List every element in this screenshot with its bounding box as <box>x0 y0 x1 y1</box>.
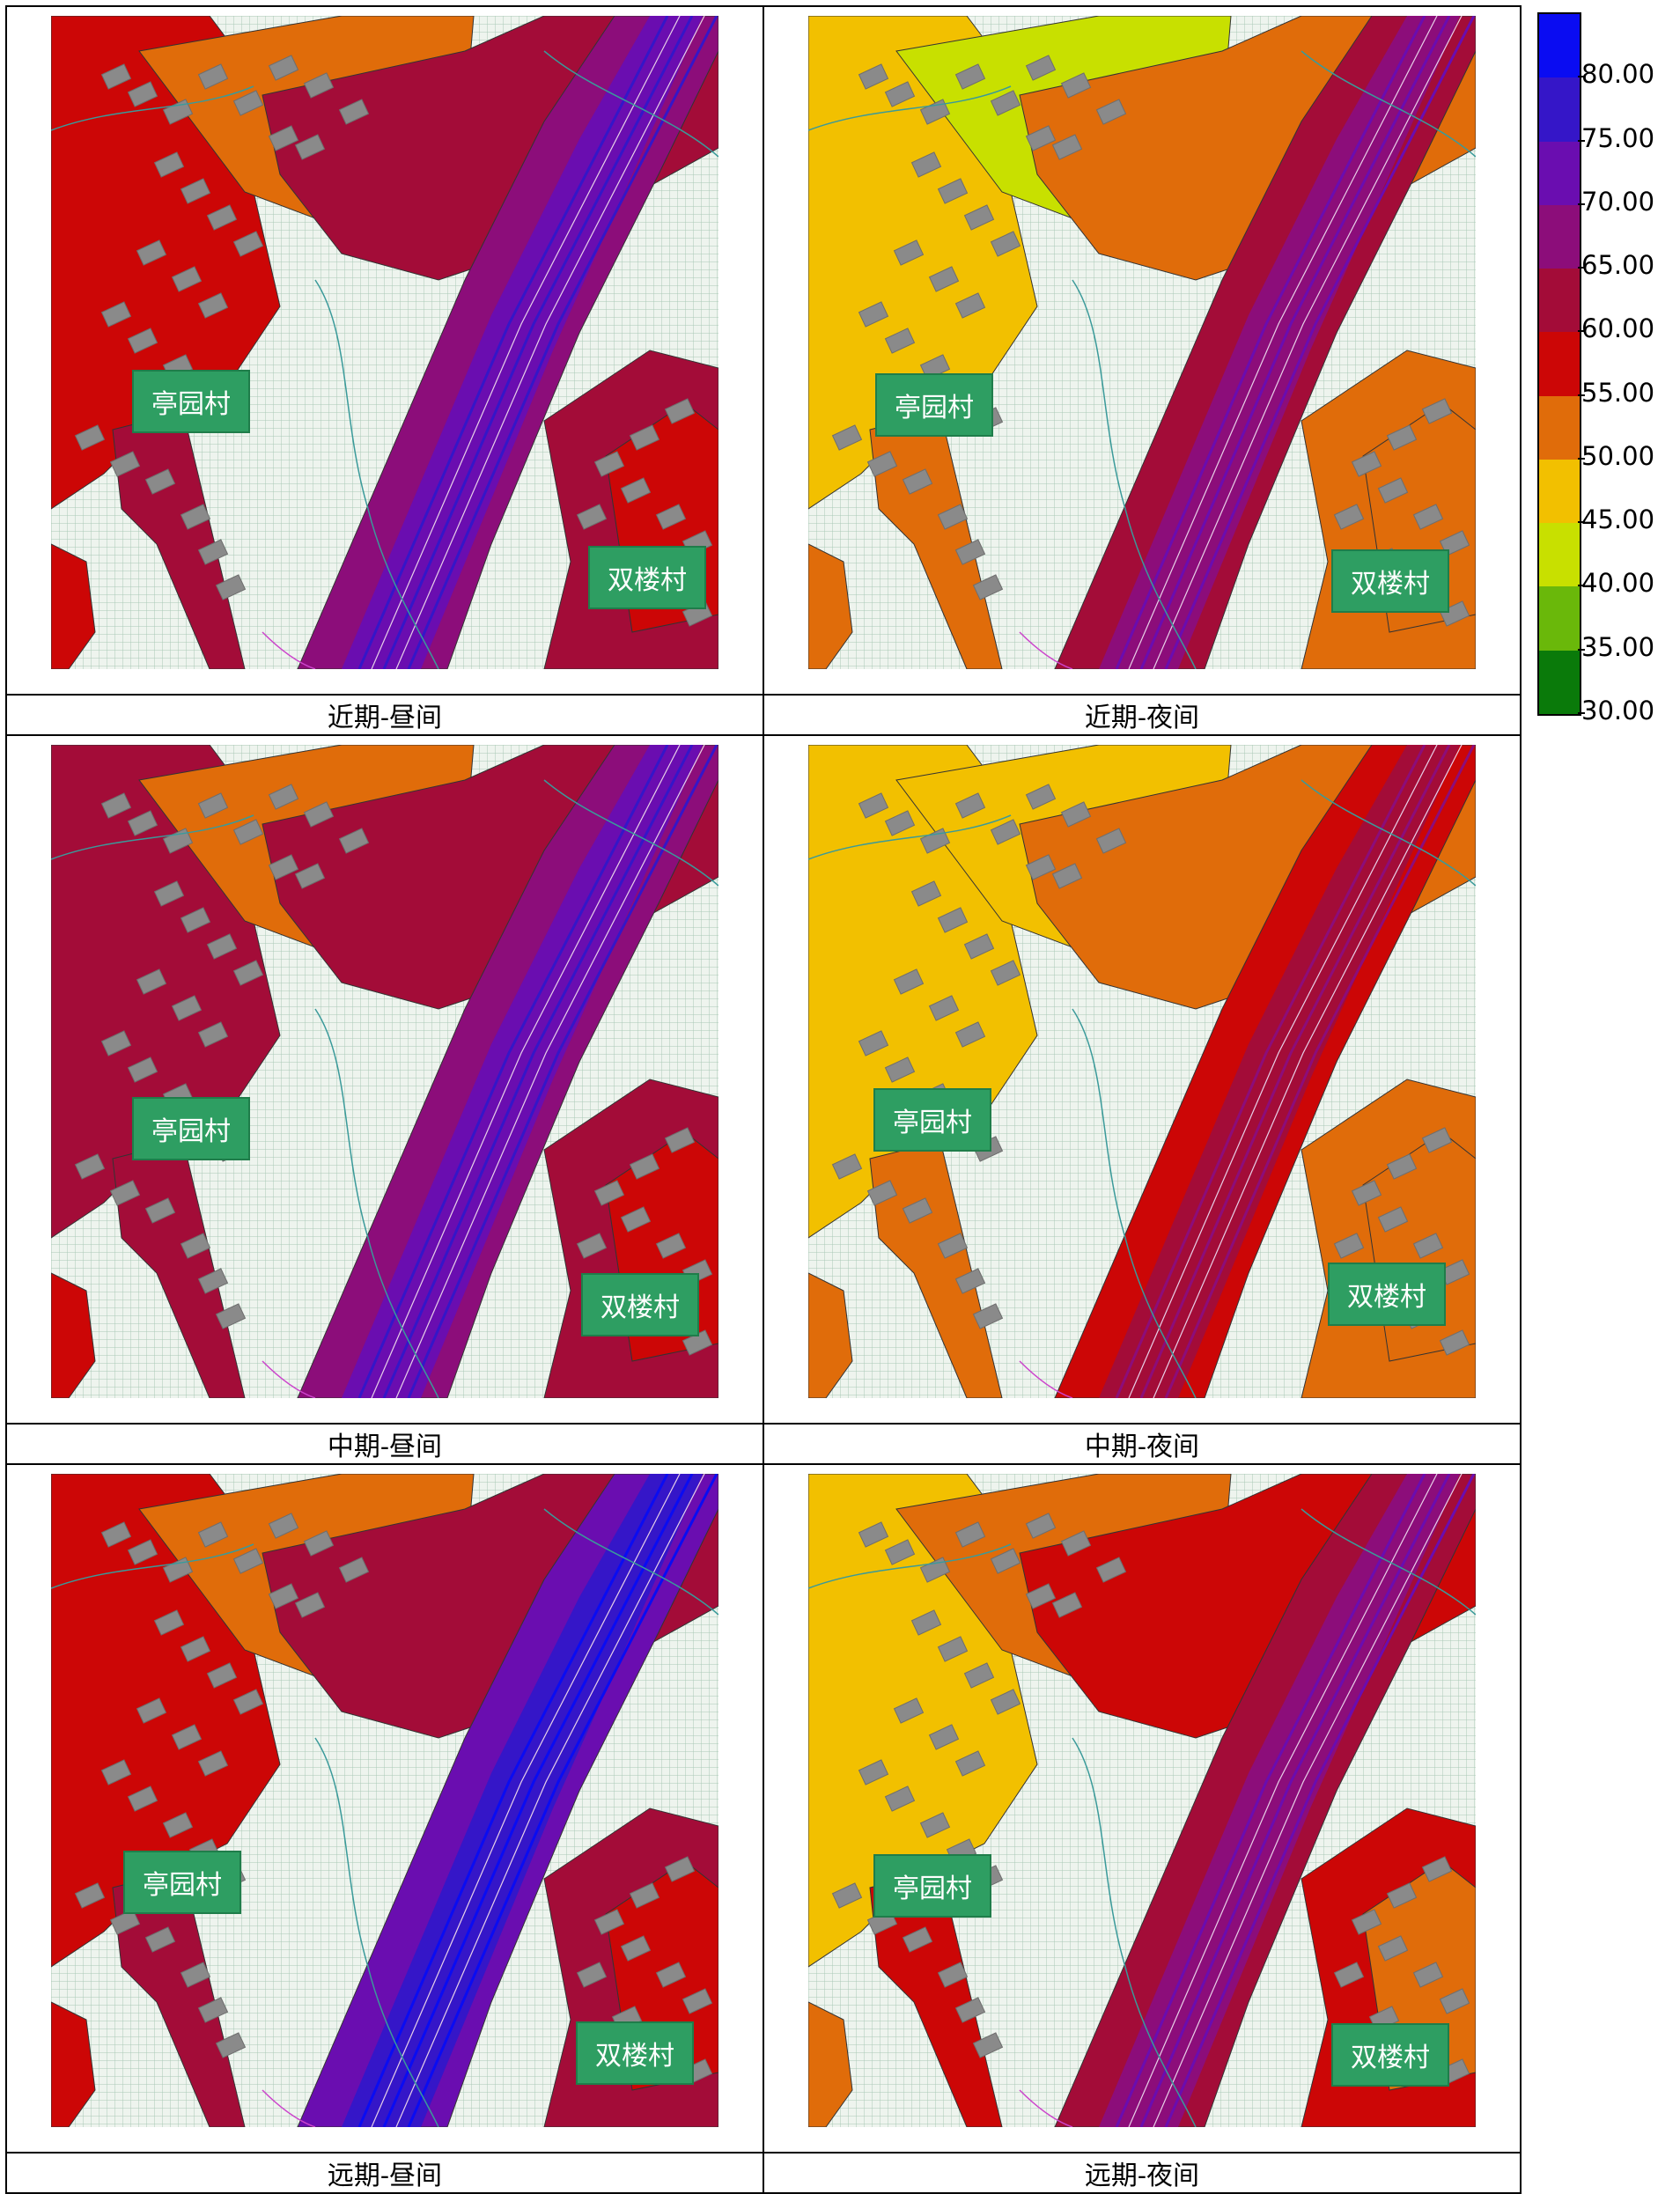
map-caption: 中期-夜间 <box>763 1424 1521 1464</box>
legend-swatch <box>1539 205 1580 269</box>
legend-swatch <box>1539 651 1580 714</box>
village-label-tingyuan: 亭园村 <box>132 370 250 433</box>
village-label-shuanglou: 双楼村 <box>581 1273 699 1336</box>
map-caption: 远期-昼间 <box>6 2153 763 2193</box>
village-label-tingyuan: 亭园村 <box>875 373 993 437</box>
village-label-shuanglou: 双楼村 <box>576 2021 694 2085</box>
legend-swatch <box>1539 396 1580 460</box>
legend-swatch <box>1539 460 1580 523</box>
legend-swatch <box>1539 523 1580 586</box>
village-label-shuanglou: 双楼村 <box>1331 2023 1449 2087</box>
legend-swatch <box>1539 14 1580 77</box>
legend-label: 40.00 <box>1581 568 1654 598</box>
legend-label: 45.00 <box>1581 504 1654 534</box>
legend-label: 70.00 <box>1581 187 1654 217</box>
legend-color-bar <box>1537 12 1581 716</box>
legend-label: 75.00 <box>1581 123 1654 153</box>
village-label-tingyuan: 亭园村 <box>873 1088 991 1152</box>
legend-label: 30.00 <box>1581 696 1654 725</box>
legend-label: 35.00 <box>1581 632 1654 662</box>
legend-swatch <box>1539 77 1580 141</box>
map-cell: 亭园村 双楼村 <box>763 735 1521 1424</box>
legend-swatch <box>1539 142 1580 205</box>
village-label-tingyuan: 亭园村 <box>123 1851 241 1914</box>
legend-label: 50.00 <box>1581 441 1654 471</box>
noise-map-table: 亭园村 双楼村 亭园村 双楼村 近期-昼间 近期-夜间 亭园村 双楼村 亭园村 … <box>5 5 1522 2194</box>
legend-label: 80.00 <box>1581 59 1654 89</box>
village-label-tingyuan: 亭园村 <box>873 1854 991 1918</box>
village-label-shuanglou: 双楼村 <box>1328 1263 1446 1326</box>
map-cell: 亭园村 双楼村 <box>763 6 1521 695</box>
legend-label: 65.00 <box>1581 250 1654 280</box>
noise-level-legend: 80.00 75.00 70.00 65.00 60.00 55.00 50.00 45.00… <box>1537 12 1669 734</box>
map-caption: 近期-昼间 <box>6 695 763 735</box>
village-label-tingyuan: 亭园村 <box>132 1097 250 1160</box>
map-cell: 亭园村 双楼村 <box>6 6 763 695</box>
village-label-shuanglou: 双楼村 <box>588 546 706 609</box>
legend-swatch <box>1539 269 1580 332</box>
map-caption: 远期-夜间 <box>763 2153 1521 2193</box>
village-label-shuanglou: 双楼村 <box>1331 549 1449 613</box>
legend-label: 60.00 <box>1581 313 1654 343</box>
map-cell: 亭园村 双楼村 <box>6 735 763 1424</box>
legend-swatch <box>1539 586 1580 650</box>
legend-label: 55.00 <box>1581 378 1654 408</box>
map-caption: 中期-昼间 <box>6 1424 763 1464</box>
map-caption: 近期-夜间 <box>763 695 1521 735</box>
map-cell: 亭园村 双楼村 <box>6 1464 763 2153</box>
legend-swatch <box>1539 332 1580 395</box>
map-cell: 亭园村 双楼村 <box>763 1464 1521 2153</box>
